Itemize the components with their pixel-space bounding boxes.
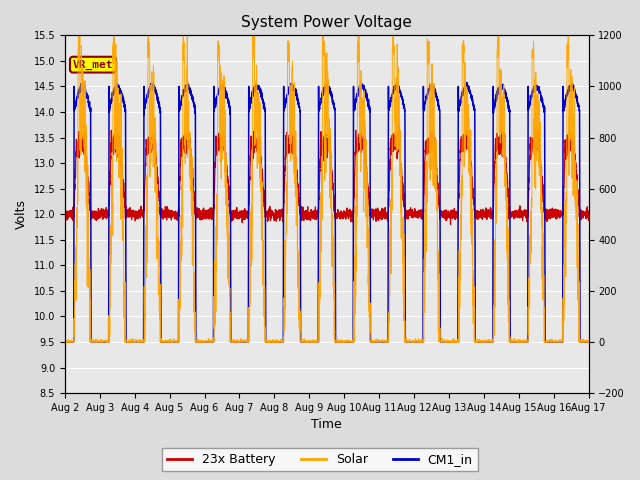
Legend: 23x Battery, Solar, CM1_in: 23x Battery, Solar, CM1_in [163, 448, 477, 471]
Title: System Power Voltage: System Power Voltage [241, 15, 412, 30]
X-axis label: Time: Time [312, 419, 342, 432]
Text: VR_met: VR_met [73, 60, 113, 70]
Y-axis label: Volts: Volts [15, 199, 28, 229]
